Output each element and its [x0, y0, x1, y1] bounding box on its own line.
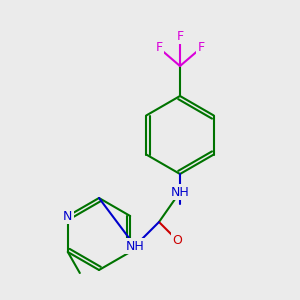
- Text: F: F: [155, 41, 163, 55]
- Text: O: O: [172, 233, 182, 247]
- Text: F: F: [197, 41, 205, 55]
- Text: NH: NH: [171, 185, 189, 199]
- Text: NH: NH: [126, 239, 144, 253]
- Text: N: N: [63, 209, 73, 223]
- Text: F: F: [176, 29, 184, 43]
